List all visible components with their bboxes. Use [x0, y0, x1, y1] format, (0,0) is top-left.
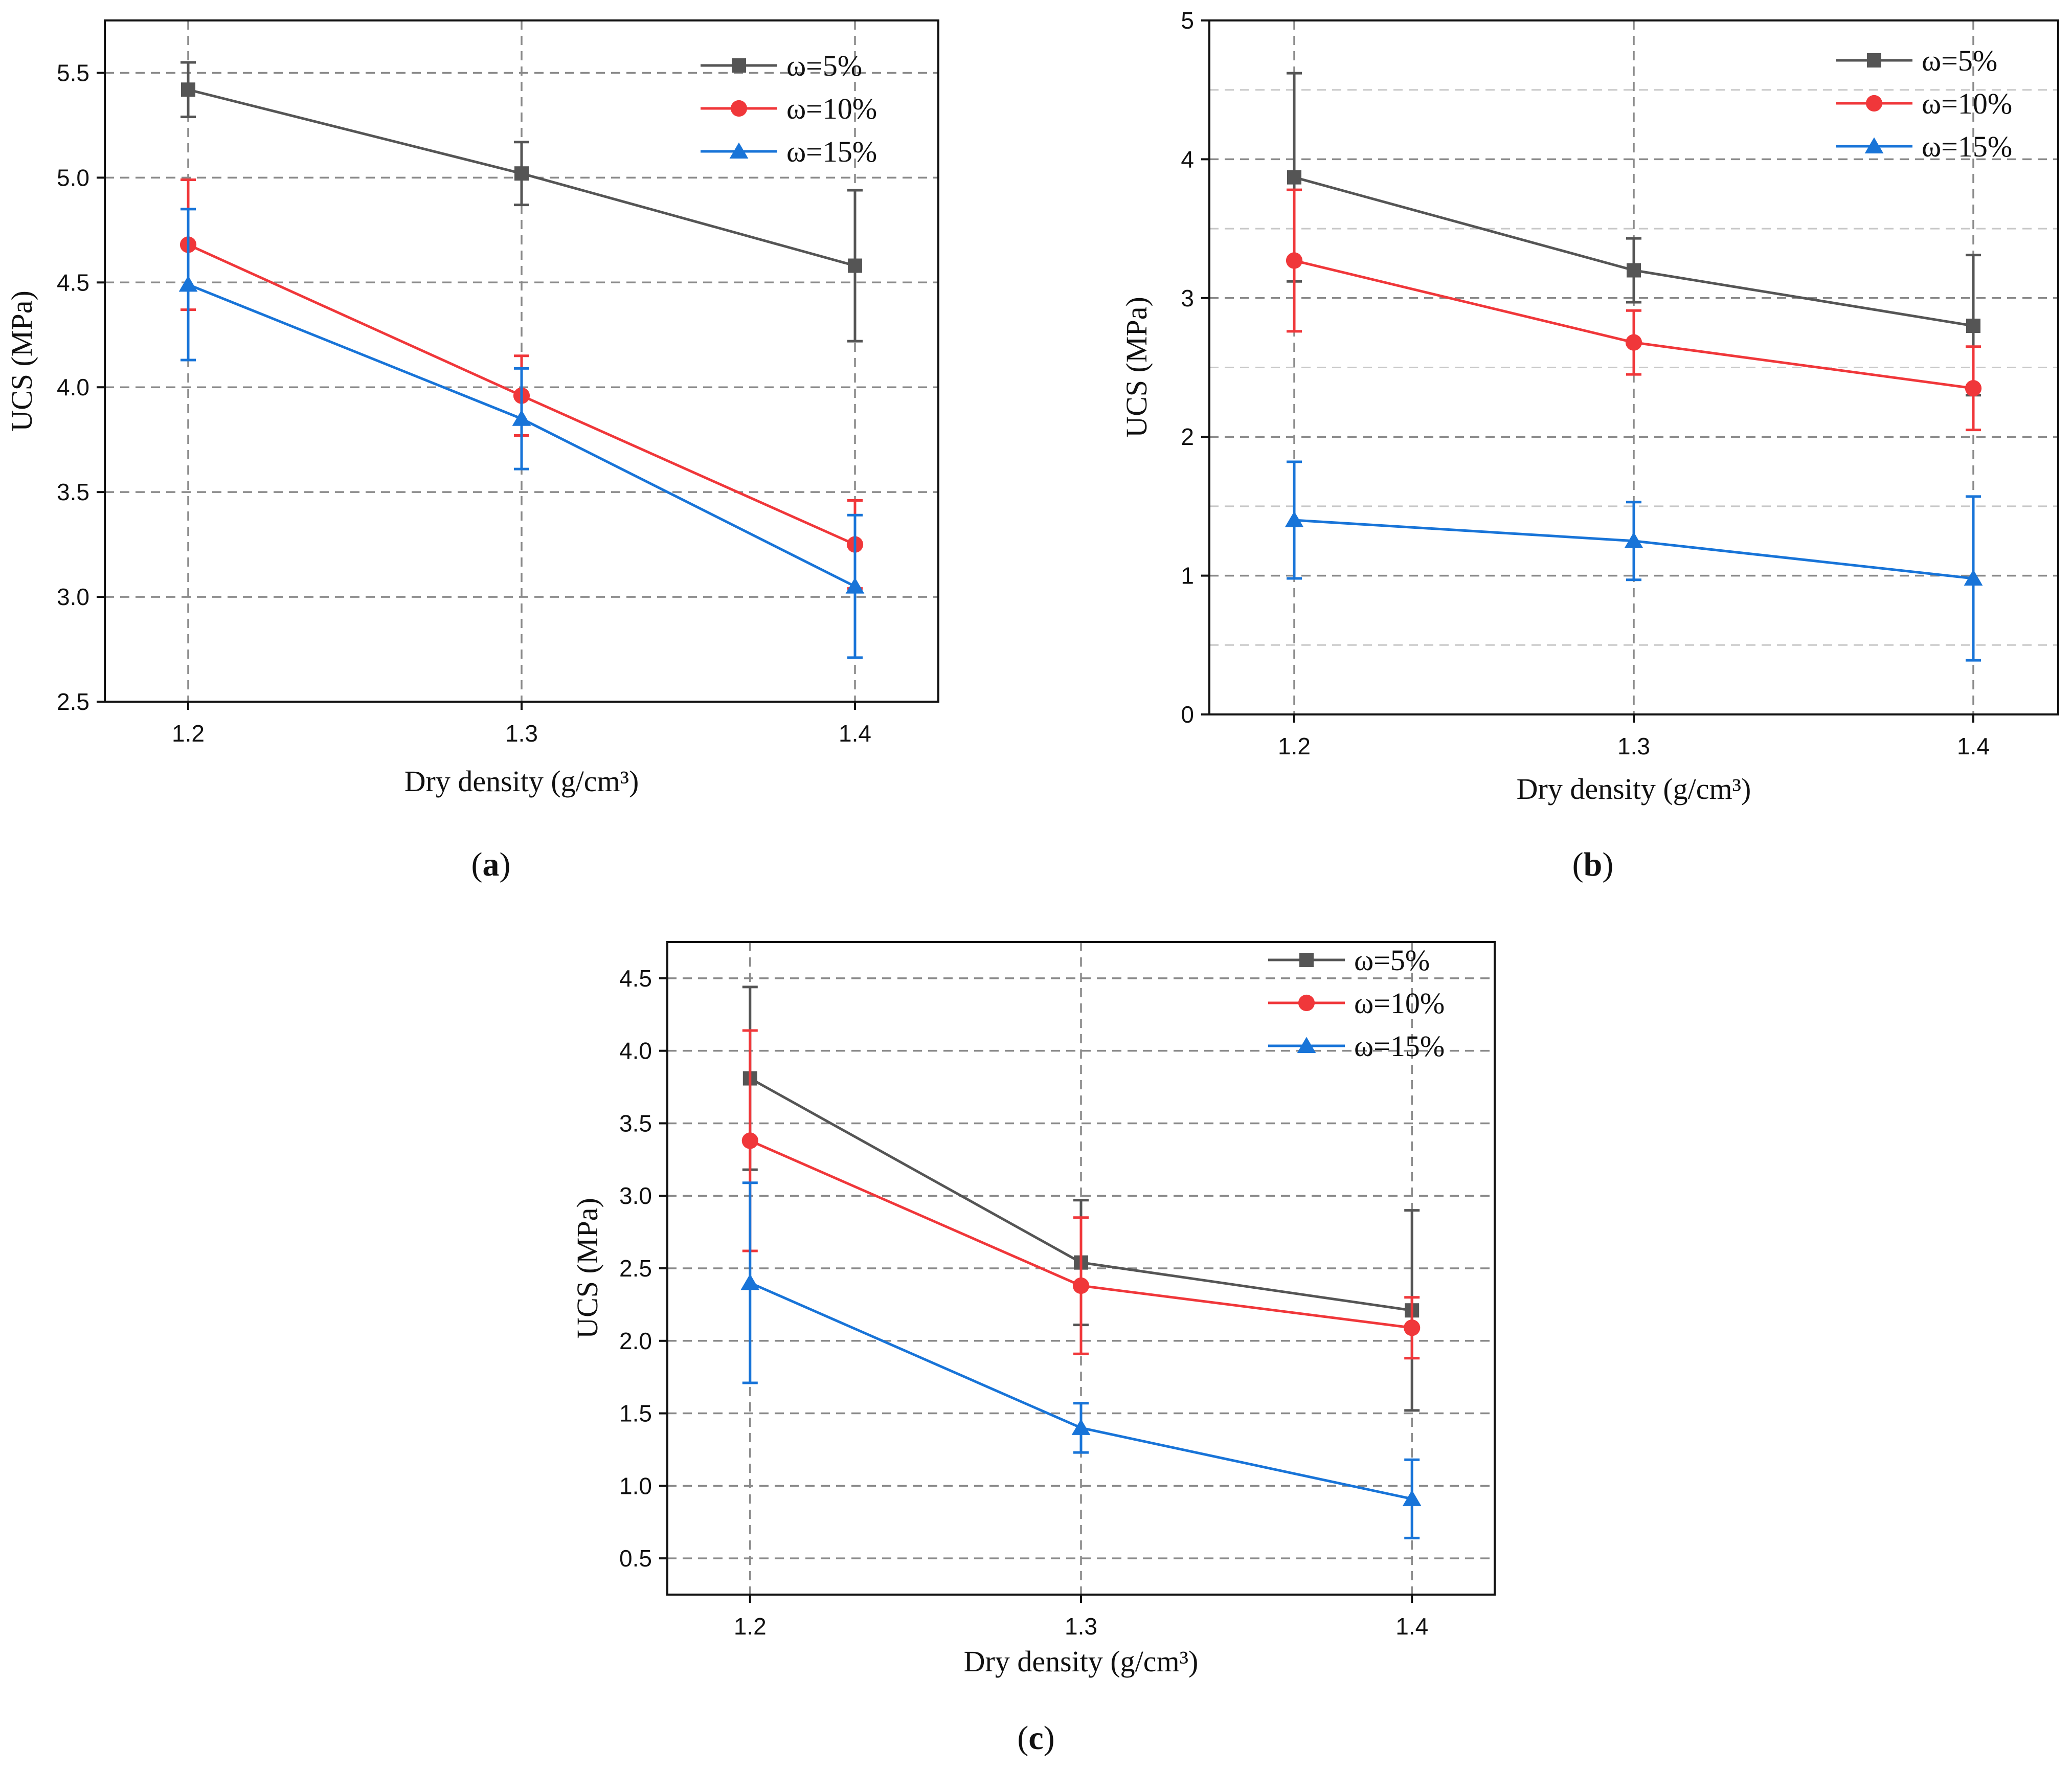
legend-label: ω=5%	[1922, 44, 1997, 77]
x-tick-label: 1.3	[1617, 733, 1650, 759]
legend-marker	[1867, 53, 1881, 68]
y-axis-label: UCS (MPa)	[571, 1198, 604, 1339]
data-point	[1072, 1277, 1090, 1294]
panel-caption: (b)	[1572, 846, 1614, 883]
data-point	[1964, 569, 1983, 586]
series-triangle	[1285, 460, 1983, 662]
data-point	[1965, 380, 1982, 397]
data-point	[1624, 532, 1643, 548]
legend-marker	[1298, 994, 1315, 1012]
y-tick-label: 2	[1181, 423, 1194, 450]
legend: ω=5% ω=10% ω=15%	[701, 49, 877, 168]
data-point	[178, 275, 198, 292]
data-point	[740, 1273, 760, 1290]
legend-label: ω=5%	[1354, 944, 1430, 977]
x-axis-label: Dry density (g/cm³)	[404, 765, 639, 798]
x-axis-label: Dry density (g/cm³)	[1517, 772, 1751, 805]
panel-letter: b	[1584, 846, 1603, 883]
y-tick-label: 4.5	[57, 269, 89, 296]
x-tick-label: 1.3	[505, 720, 538, 747]
series-circle	[1286, 188, 1982, 432]
x-tick-label: 1.4	[1957, 733, 1990, 759]
data-point	[741, 1132, 758, 1149]
data-point	[1071, 1419, 1091, 1435]
data-point	[848, 258, 862, 273]
y-tick-label: 3.5	[57, 479, 89, 505]
data-point	[845, 577, 865, 594]
legend-marker	[1864, 137, 1884, 153]
data-point	[1286, 252, 1303, 269]
y-tick-label: 1	[1181, 563, 1194, 589]
data-point	[512, 410, 531, 426]
data-point	[181, 82, 195, 97]
panel-caption: (c)	[1017, 1719, 1054, 1757]
y-tick-label: 5	[1181, 7, 1194, 34]
legend-marker	[1299, 953, 1314, 967]
y-tick-label: 0	[1181, 701, 1194, 728]
y-tick-label: 4.0	[619, 1038, 652, 1064]
x-tick-label: 1.2	[172, 720, 205, 747]
y-tick-label: 3.0	[57, 584, 89, 610]
legend: ω=5% ω=10% ω=15%	[1836, 44, 2012, 163]
y-axis-label: UCS (MPa)	[5, 290, 38, 432]
y-tick-label: 4.5	[619, 965, 652, 992]
legend-label: ω=15%	[786, 135, 877, 168]
chart-panel-c: 0.5 1.0 1.5 2.0 2.5 3.0 3.5 4.0 4.5 1.2 1.3 1.4 Dry …	[571, 941, 1496, 1757]
y-tick-label: 2.5	[619, 1255, 652, 1282]
data-point	[1966, 319, 1980, 333]
legend-label: ω=15%	[1354, 1029, 1445, 1063]
y-tick-label: 3.5	[619, 1110, 652, 1136]
legend-label: ω=10%	[1922, 87, 2012, 120]
legend-marker	[730, 100, 748, 117]
legend-label: ω=10%	[1354, 987, 1445, 1020]
data-point	[1625, 334, 1642, 351]
y-tick-label: 4	[1181, 146, 1194, 172]
data-point	[1402, 1490, 1422, 1506]
legend-label: ω=15%	[1922, 130, 2012, 163]
x-tick-label: 1.4	[839, 720, 871, 747]
legend-marker	[1865, 95, 1883, 112]
legend-label: ω=10%	[786, 92, 877, 125]
panel-letter: c	[1028, 1719, 1043, 1757]
legend-marker	[729, 142, 749, 159]
data-point	[514, 166, 529, 181]
legend-marker	[732, 58, 746, 73]
data-point	[1404, 1319, 1421, 1336]
chart-panel-b: 0 1 2 3 4 5 1.2 1.3 1.4 Dry density (g/cm³) UCS (M…	[1120, 7, 2059, 883]
y-tick-label: 1.0	[619, 1472, 652, 1499]
data-point	[1285, 511, 1304, 528]
data-point	[1627, 263, 1641, 278]
x-tick-label: 1.4	[1395, 1613, 1428, 1640]
x-tick-label: 1.2	[734, 1613, 767, 1640]
legend-marker	[1297, 1037, 1316, 1053]
series-triangle	[740, 1181, 1422, 1539]
series-square	[181, 61, 863, 343]
legend: ω=5% ω=10% ω=15%	[1268, 944, 1445, 1063]
y-tick-label: 5.5	[57, 59, 89, 86]
y-tick-label: 3.0	[619, 1182, 652, 1209]
y-axis-label: UCS (MPa)	[1120, 297, 1153, 438]
data-point	[1287, 170, 1301, 185]
y-tick-label: 0.5	[619, 1545, 652, 1572]
y-tick-label: 2.5	[57, 688, 89, 715]
legend-label: ω=5%	[786, 49, 862, 82]
y-tick-label: 4.0	[57, 374, 89, 400]
series-triangle	[178, 208, 865, 659]
chart-panel-a: 2.5 3.0 3.5 4.0 4.5 5.0 5.5 1.2 1.3 1.4 Dry densit…	[5, 19, 939, 883]
x-axis-label: Dry density (g/cm³)	[964, 1645, 1199, 1678]
y-tick-label: 1.5	[619, 1400, 652, 1427]
x-tick-label: 1.2	[1278, 733, 1311, 759]
panel-letter: a	[483, 846, 500, 883]
panel-caption: (a)	[471, 846, 511, 883]
x-tick-label: 1.3	[1065, 1613, 1097, 1640]
y-tick-label: 3	[1181, 285, 1194, 311]
y-tick-label: 2.0	[619, 1328, 652, 1354]
y-tick-label: 5.0	[57, 164, 89, 191]
